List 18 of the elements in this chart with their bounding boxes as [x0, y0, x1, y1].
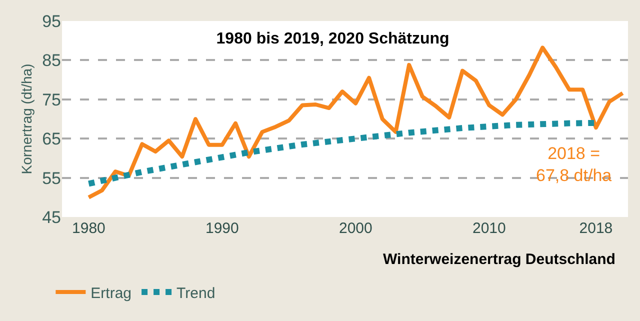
x-tick-label: 2018 [579, 220, 613, 237]
line-series [86, 46, 625, 200]
text: Winterweizenertrag Deutschland [383, 251, 616, 268]
legend-label: Trend [176, 284, 216, 302]
y-tick-label: 55 [42, 168, 61, 188]
x-tick-label: 2010 [472, 220, 506, 237]
legend-label: Ertrag [90, 284, 132, 302]
y-tick-label: 95 [42, 12, 61, 31]
y-axis-title: Kornertrag (dt/ha) [18, 64, 35, 174]
y-tick-label: 75 [42, 90, 61, 110]
x-tick-label: 1990 [206, 220, 239, 237]
x-tick-label: 2000 [338, 220, 372, 237]
y-tick-label: 45 [42, 208, 61, 227]
x-tick-label: 1980 [72, 220, 106, 237]
text: 1980 bis 2019, 2020 Schätzung [216, 30, 450, 48]
annotation: 2018 = 67,8 dt/ha [536, 144, 612, 186]
y-tick-label: 85 [42, 51, 61, 70]
y-tick-label: 65 [42, 130, 61, 149]
